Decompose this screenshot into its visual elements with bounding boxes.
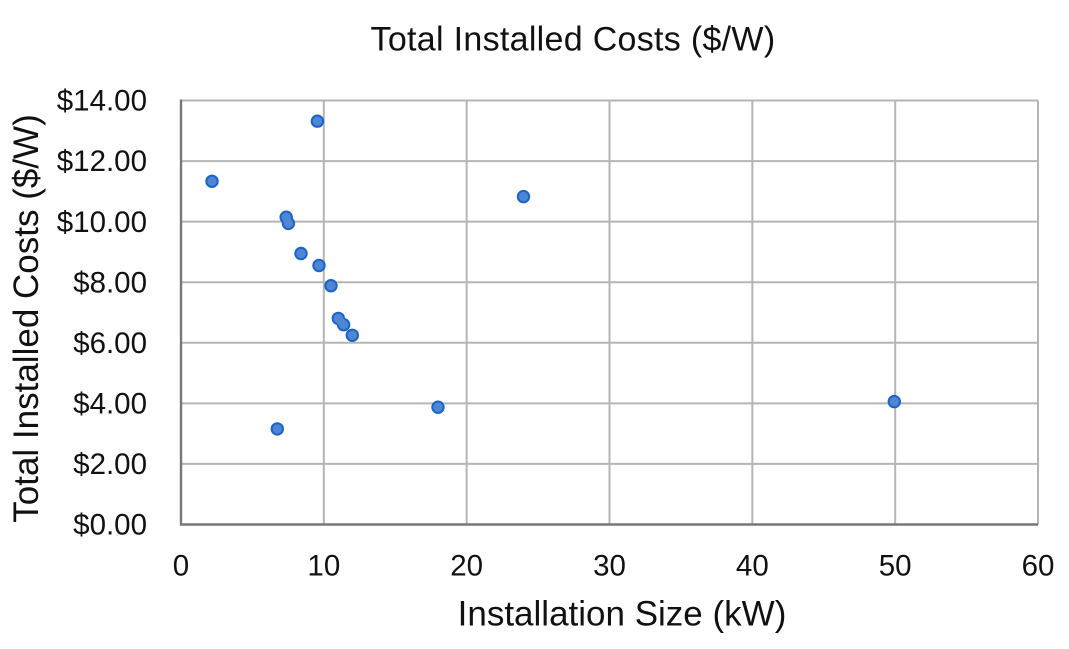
svg-text:60: 60 (1022, 550, 1055, 583)
svg-text:Total Installed Costs ($/W): Total Installed Costs ($/W) (371, 21, 776, 59)
svg-text:10: 10 (307, 550, 340, 583)
svg-text:Total Installed Costs ($/W): Total Installed Costs ($/W) (7, 114, 46, 522)
svg-text:$0.00: $0.00 (73, 509, 147, 542)
svg-text:30: 30 (593, 550, 626, 583)
svg-text:$12.00: $12.00 (57, 145, 147, 178)
svg-text:40: 40 (736, 550, 769, 583)
svg-text:$14.00: $14.00 (57, 85, 147, 118)
svg-text:$4.00: $4.00 (73, 388, 147, 421)
svg-text:Installation Size (kW): Installation Size (kW) (458, 594, 787, 633)
svg-text:$2.00: $2.00 (73, 448, 147, 481)
svg-text:$10.00: $10.00 (57, 206, 147, 239)
svg-text:0: 0 (173, 550, 189, 583)
svg-text:$8.00: $8.00 (73, 266, 147, 299)
svg-text:$6.00: $6.00 (73, 327, 147, 360)
svg-text:50: 50 (879, 550, 912, 583)
svg-text:20: 20 (450, 550, 483, 583)
